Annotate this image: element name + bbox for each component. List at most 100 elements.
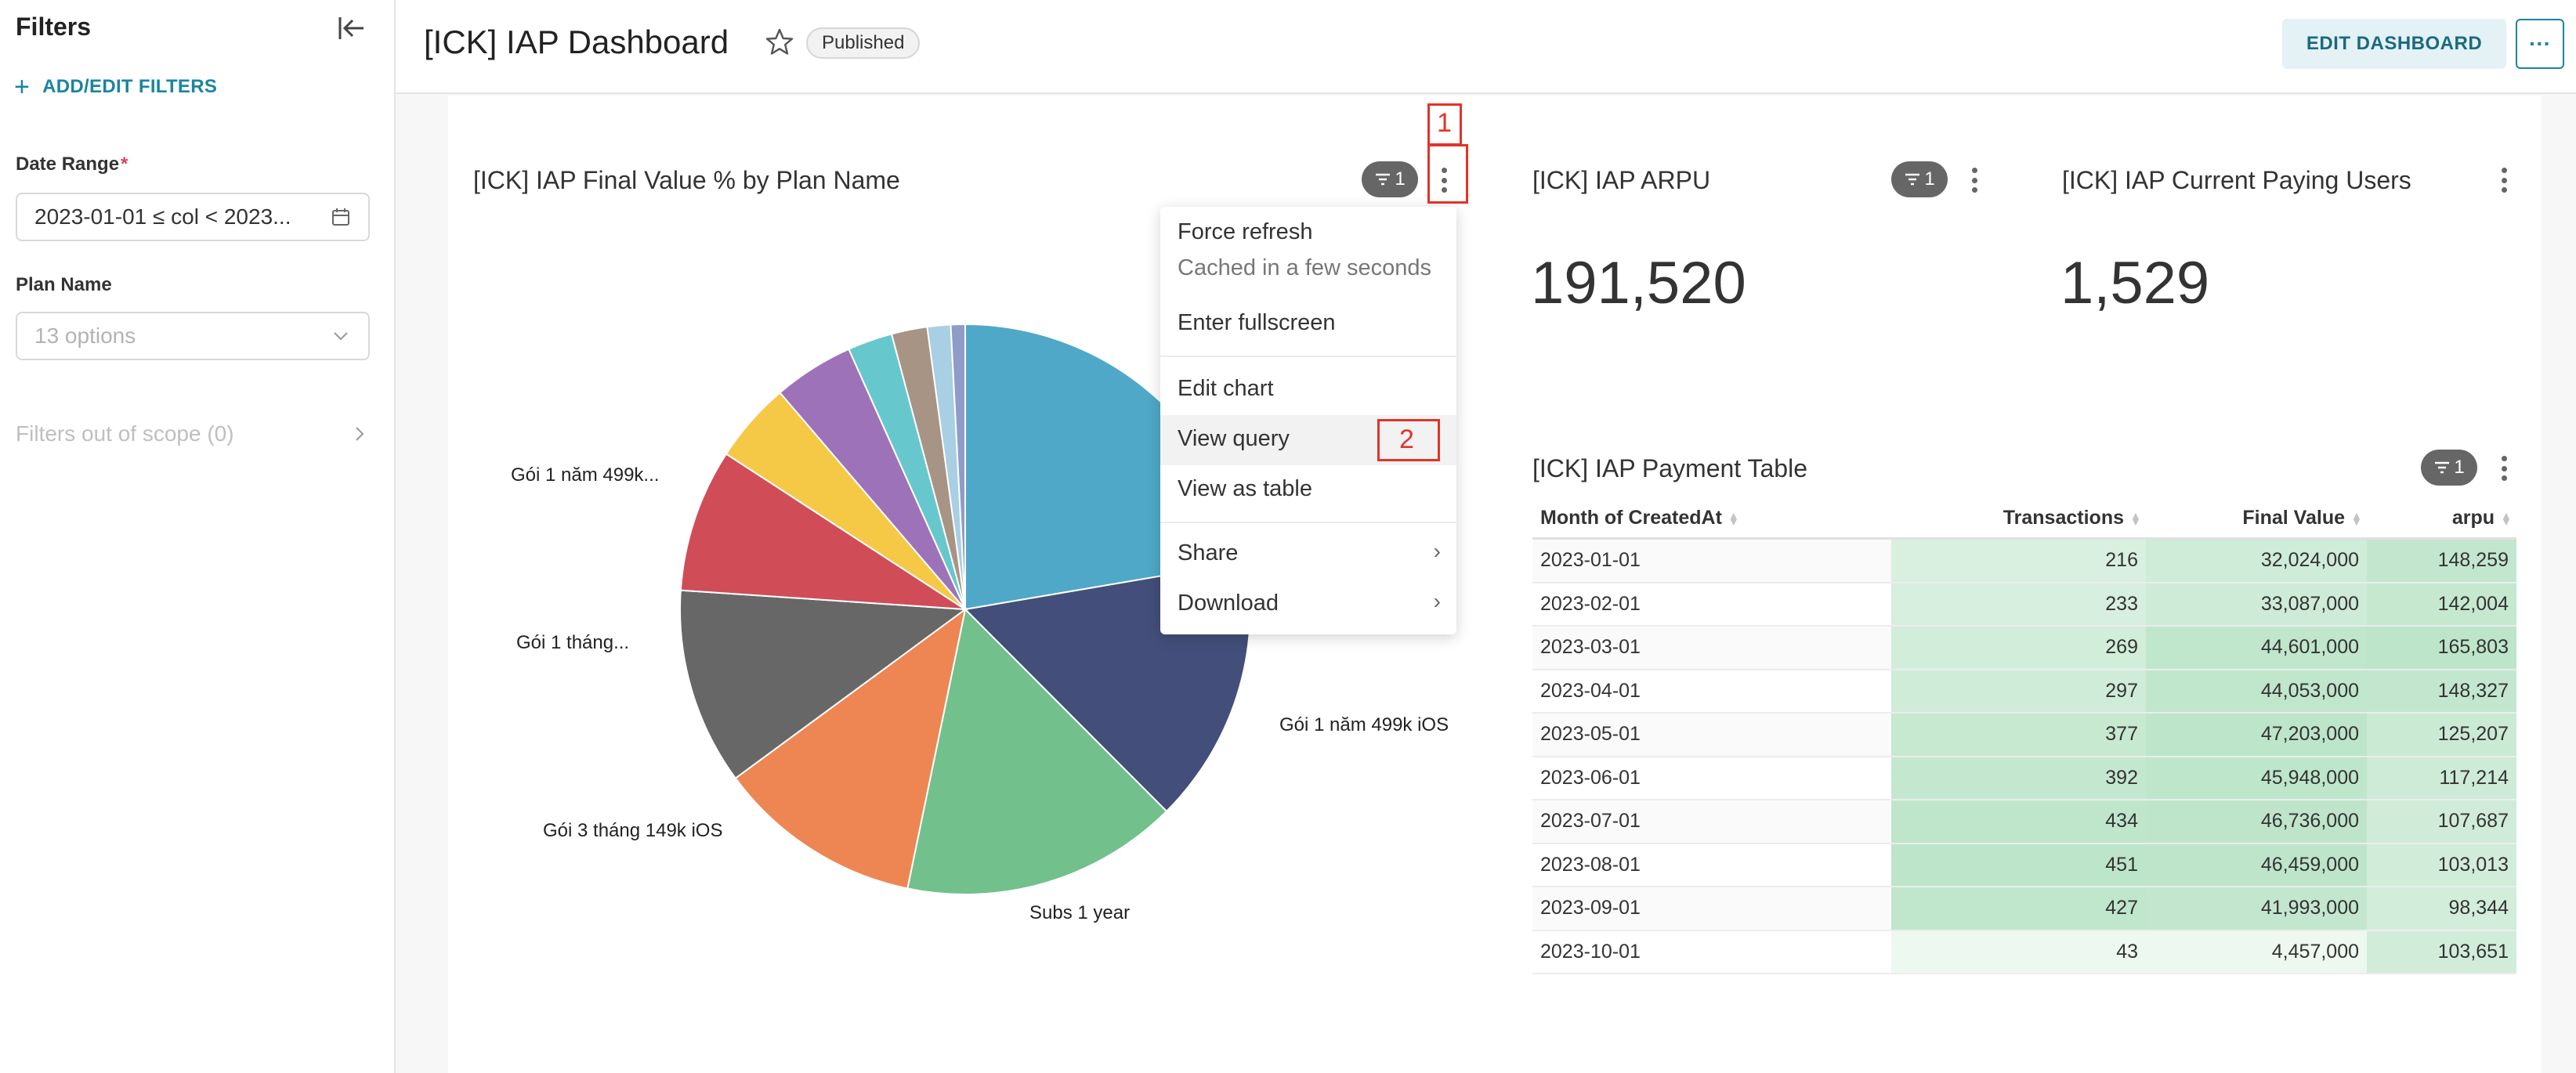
menu-enter-fullscreen[interactable]: Enter fullscreen [1178, 310, 1336, 335]
table-row: 2023-06-01 392 45,948,000 117,214 [1532, 756, 2516, 800]
table-cell: 45,948,000 [2146, 756, 2367, 800]
pie-label-1nam-499k: Gói 1 năm 499k... [511, 464, 660, 486]
table-cell: 2023-01-01 [1532, 538, 1891, 583]
annotation-number-step1: 1 [1437, 108, 1452, 138]
chart-context-menu: Force refresh Cached in a few seconds En… [1160, 207, 1456, 634]
filters-out-of-scope[interactable]: Filters out of scope (0) [16, 421, 368, 446]
column-header-label: Transactions [2003, 506, 2124, 529]
payment-table-menu-icon[interactable] [2496, 453, 2512, 484]
annotation-label-box-step1 [1427, 103, 1462, 146]
pie-label-subs-1-year: Subs 1 year [1029, 902, 1131, 923]
table-cell: 103,651 [2367, 930, 2516, 974]
table-row: 2023-10-01 43 4,457,000 103,651 [1532, 930, 2516, 974]
table-filter-count: 1 [2454, 457, 2465, 478]
table-cell: 107,687 [2367, 800, 2516, 844]
table-cell: 2023-07-01 [1532, 800, 1891, 844]
menu-edit-chart[interactable]: Edit chart [1178, 376, 1274, 401]
date-range-label-text: Date Range [16, 154, 120, 175]
menu-hover-highlight [1160, 415, 1456, 465]
collapse-sidebar-icon[interactable] [334, 11, 368, 45]
dashboard-more-button[interactable]: ··· [2516, 19, 2564, 69]
arpu-filter-indicator[interactable]: 1 [1891, 161, 1948, 197]
table-header-row: Month of CreatedAt ▲ ▼ Transactions ▲ ▼ Final … [1532, 498, 2516, 540]
payment-table-title: [ICK] IAP Payment Table [1532, 454, 1807, 482]
table-cell: 297 [1891, 669, 2146, 714]
menu-divider [1160, 356, 1456, 357]
table-cell: 165,803 [2367, 626, 2516, 670]
edit-dashboard-button[interactable]: EDIT DASHBOARD [2282, 19, 2506, 69]
table-cell: 46,736,000 [2146, 800, 2367, 844]
column-header[interactable]: arpu ▲ ▼ [2367, 498, 2516, 540]
arpu-value: 191,520 [1531, 250, 1746, 316]
menu-view-as-table[interactable]: View as table [1178, 476, 1312, 501]
pie-slice-4[interactable] [679, 589, 968, 780]
table-row: 2023-07-01 434 46,736,000 107,687 [1532, 800, 2516, 844]
table-cell: 377 [1891, 713, 2146, 757]
pie-filter-count: 1 [1395, 168, 1406, 190]
table-cell: 33,087,000 [2146, 582, 2367, 627]
dashboard-title: [ICK] IAP Dashboard [424, 23, 729, 60]
menu-cached-note: Cached in a few seconds [1178, 255, 1432, 280]
annotation-number-step2: 2 [1399, 425, 1414, 454]
table-filter-indicator[interactable]: 1 [2421, 450, 2477, 486]
required-mark: * [121, 154, 128, 175]
table-cell: 4,457,000 [2146, 930, 2367, 974]
table-cell: 2023-05-01 [1532, 713, 1891, 757]
pie-slice-5[interactable] [679, 453, 968, 611]
status-badge[interactable]: Published [806, 27, 921, 59]
plan-name-placeholder: 13 options [34, 323, 136, 348]
table-cell: 103,013 [2367, 843, 2516, 887]
table-cell: 43 [1891, 930, 2146, 974]
table-row: 2023-02-01 233 33,087,000 142,004 [1532, 582, 2516, 627]
sort-icon: ▲ ▼ [2351, 508, 2362, 528]
menu-divider [1160, 522, 1456, 523]
column-header[interactable]: Final Value ▲ ▼ [2146, 498, 2367, 540]
column-header-label: arpu [2451, 506, 2495, 529]
pie-label-1thang: Gói 1 tháng... [516, 632, 630, 653]
filters-out-of-scope-label: Filters out of scope (0) [16, 421, 234, 446]
pie-chart-title: [ICK] IAP Final Value % by Plan Name [473, 166, 900, 194]
annotation-box-step2 [1377, 419, 1440, 461]
sidebar-title: Filters [16, 13, 92, 41]
menu-download[interactable]: Download [1178, 591, 1279, 616]
table-cell: 2023-03-01 [1532, 626, 1891, 670]
payment-table: Month of CreatedAt ▲ ▼ Transactions ▲ ▼ Final … [1532, 498, 2516, 974]
calendar-icon [332, 208, 349, 226]
plan-name-label: Plan Name [16, 274, 112, 295]
pie-filter-indicator[interactable]: 1 [1362, 161, 1418, 197]
table-cell: 44,601,000 [2146, 626, 2367, 670]
table-cell: 2023-08-01 [1532, 843, 1891, 887]
table-cell: 392 [1891, 756, 2146, 800]
menu-share[interactable]: Share [1178, 540, 1239, 565]
sort-icon: ▲ ▼ [2130, 508, 2141, 528]
pie-slice-2[interactable] [906, 607, 1168, 895]
menu-view-query[interactable]: View query [1178, 426, 1290, 451]
column-header[interactable]: Month of CreatedAt ▲ ▼ [1532, 498, 1891, 540]
table-cell: 148,327 [2367, 669, 2516, 714]
table-row: 2023-08-01 451 46,459,000 103,013 [1532, 843, 2516, 887]
table-row: 2023-09-01 427 41,993,000 98,344 [1532, 887, 2516, 931]
table-cell: 216 [1891, 538, 2146, 583]
arpu-menu-icon[interactable] [1966, 164, 1982, 196]
add-edit-filters-button[interactable]: + ADD/EDIT FILTERS [14, 74, 217, 100]
star-icon[interactable] [764, 27, 795, 58]
filter-icon [2435, 461, 2450, 474]
table-cell: 98,344 [2367, 887, 2516, 931]
pie-slice-3[interactable] [734, 607, 967, 890]
table-cell: 41,993,000 [2146, 887, 2367, 931]
pie-chart-menu-icon[interactable] [1436, 164, 1452, 196]
table-cell: 269 [1891, 626, 2146, 670]
date-range-input[interactable]: 2023-01-01 ≤ col < 2023... [16, 193, 370, 241]
column-header-label: Month of CreatedAt [1540, 506, 1722, 529]
table-cell: 2023-02-01 [1532, 582, 1891, 627]
plan-name-select[interactable]: 13 options [16, 312, 370, 360]
filter-icon [1376, 173, 1391, 186]
table-cell: 44,053,000 [2146, 669, 2367, 714]
paying-users-menu-icon[interactable] [2496, 164, 2512, 196]
menu-force-refresh[interactable]: Force refresh [1178, 219, 1313, 244]
column-header[interactable]: Transactions ▲ ▼ [1891, 498, 2146, 540]
share-chevron-icon: › [1433, 539, 1441, 563]
table-row: 2023-05-01 377 47,203,000 125,207 [1532, 713, 2516, 757]
pie-slice-11[interactable] [950, 323, 966, 610]
table-cell: 427 [1891, 887, 2146, 931]
